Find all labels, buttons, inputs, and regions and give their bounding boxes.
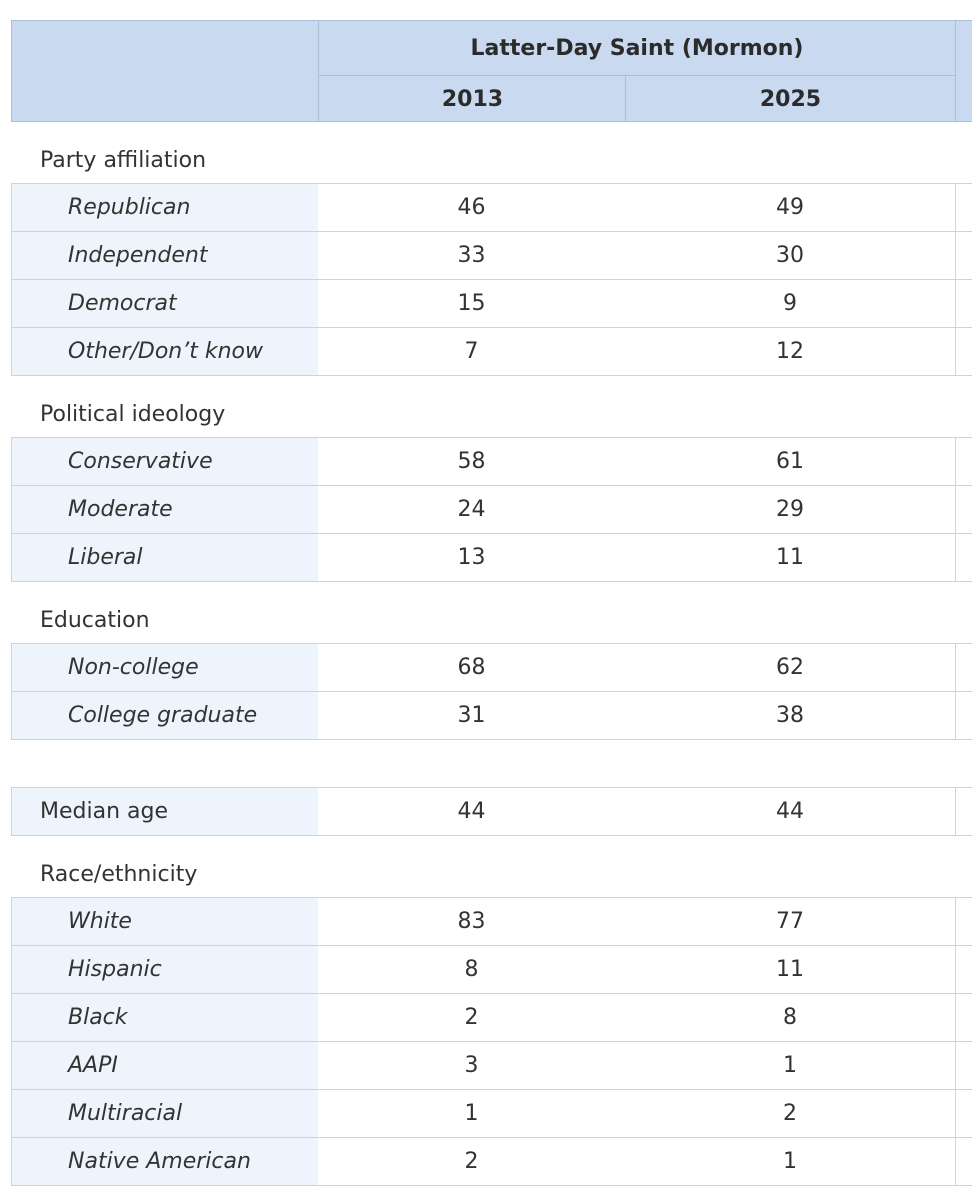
- table-row: Black 2 8: [11, 993, 972, 1042]
- cell-value: 11: [625, 534, 956, 581]
- cell-value: 1: [625, 1042, 956, 1089]
- table-row: Conservative 58 61: [11, 437, 972, 486]
- year-header: 2013: [318, 75, 626, 122]
- row-label: AAPI: [12, 1042, 318, 1089]
- table-row: Republican 46 49: [11, 183, 972, 232]
- cell-value: 2: [464, 1005, 479, 1030]
- section-title: Political ideology: [40, 401, 226, 427]
- cell-value: 15: [457, 291, 486, 316]
- cell-value: 68: [457, 655, 486, 680]
- table-header: Latter-Day Saint (Mormon) 2013 2025: [11, 20, 972, 122]
- cell-value: 12: [625, 328, 956, 375]
- cell-value: 9: [625, 280, 956, 327]
- section-title: Party affiliation: [40, 147, 207, 173]
- section-title: Race/ethnicity: [40, 861, 198, 887]
- cell-value: 61: [625, 438, 956, 485]
- table-row: AAPI 3 1: [11, 1041, 972, 1090]
- group-header: Latter-Day Saint (Mormon): [318, 21, 956, 75]
- table-row: Independent 33 30: [11, 231, 972, 280]
- row-label: Median age: [12, 788, 318, 835]
- cell-value: 46: [457, 195, 486, 220]
- row-label: Multiracial: [12, 1090, 318, 1137]
- row-label: Native American: [12, 1138, 318, 1185]
- row-label: Black: [12, 994, 318, 1041]
- cell-value: 44: [625, 788, 956, 835]
- cell-value: 7: [464, 339, 479, 364]
- cell-value: 44: [457, 799, 486, 824]
- cell-value: 8: [464, 957, 479, 982]
- cell-value: 11: [625, 946, 956, 993]
- cell-value: 13: [457, 545, 486, 570]
- table-row: Democrat 15 9: [11, 279, 972, 328]
- cell-value: 38: [625, 692, 956, 739]
- table-row: Multiracial 1 2: [11, 1089, 972, 1138]
- cell-value: 29: [625, 486, 956, 533]
- cell-value: 33: [457, 243, 486, 268]
- cell-value: 3: [464, 1053, 479, 1078]
- table-row: Native American 2 1: [11, 1137, 972, 1186]
- table-row: Median age 44 44: [11, 787, 972, 836]
- row-label: Independent: [12, 232, 318, 279]
- table-row: White 83 77: [11, 897, 972, 946]
- row-label: Hispanic: [12, 946, 318, 993]
- cell-value: 1: [625, 1138, 956, 1185]
- row-label: Conservative: [12, 438, 318, 485]
- table-row: Liberal 13 11: [11, 533, 972, 582]
- table-row: Hispanic 8 11: [11, 945, 972, 994]
- row-label: Democrat: [12, 280, 318, 327]
- table-row: Moderate 24 29: [11, 485, 972, 534]
- table-row: College graduate 31 38: [11, 691, 972, 740]
- row-label: White: [12, 898, 318, 945]
- section-title: Education: [40, 607, 150, 633]
- row-label: Non-college: [12, 644, 318, 691]
- row-label: Other/Don’t know: [12, 328, 318, 375]
- cell-value: 49: [625, 184, 956, 231]
- cell-value: 83: [457, 909, 486, 934]
- cell-value: 77: [625, 898, 956, 945]
- table-row: Other/Don’t know 7 12: [11, 327, 972, 376]
- cell-value: 62: [625, 644, 956, 691]
- cell-value: 31: [457, 703, 486, 728]
- row-label: Liberal: [12, 534, 318, 581]
- cell-value: 8: [625, 994, 956, 1041]
- cell-value: 24: [457, 497, 486, 522]
- table-row: Non-college 68 62: [11, 643, 972, 692]
- cell-value: 30: [625, 232, 956, 279]
- cell-value: 2: [464, 1149, 479, 1174]
- row-label: Republican: [12, 184, 318, 231]
- cell-value: 58: [457, 449, 486, 474]
- row-label: Moderate: [12, 486, 318, 533]
- year-header: 2025: [625, 75, 956, 122]
- cell-value: 1: [464, 1101, 479, 1126]
- cell-value: 2: [625, 1090, 956, 1137]
- row-label: College graduate: [12, 692, 318, 739]
